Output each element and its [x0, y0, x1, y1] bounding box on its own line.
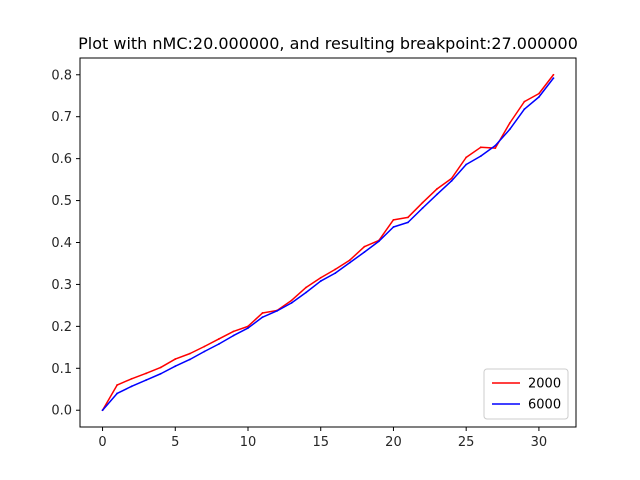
data-point — [203, 350, 206, 353]
data-point — [436, 187, 438, 190]
data-point — [552, 73, 555, 76]
data-point — [479, 155, 482, 158]
data-point — [145, 372, 148, 375]
data-point — [276, 309, 278, 312]
legend: 2000 6000 — [483, 368, 569, 420]
x-tick-label: 15 — [312, 435, 329, 450]
x-tick-label: 0 — [98, 435, 106, 450]
x-tick-label: 25 — [458, 435, 475, 450]
data-point — [116, 384, 118, 386]
data-point — [348, 261, 351, 264]
data-point — [494, 144, 497, 147]
data-point — [145, 379, 148, 381]
series-6000 — [101, 77, 555, 412]
y-tick-label: 0.1 — [51, 362, 72, 377]
data-point — [392, 226, 395, 228]
data-point — [174, 365, 177, 368]
data-point — [130, 377, 133, 380]
data-point — [319, 280, 322, 282]
y-tick-label: 0.5 — [51, 194, 72, 209]
x-tick-label: 20 — [385, 435, 402, 450]
y-tick-label: 0.8 — [51, 68, 72, 83]
data-point — [552, 77, 555, 80]
data-point — [247, 327, 249, 329]
data-point — [479, 146, 482, 149]
data-point — [334, 272, 337, 275]
series-layer — [101, 73, 555, 412]
data-point — [348, 259, 351, 262]
y-tick-label: 0.6 — [51, 152, 72, 167]
x-axis: 0 5 10 15 20 25 30 — [98, 427, 547, 450]
data-point — [218, 343, 220, 345]
data-point — [203, 345, 206, 348]
data-point — [363, 245, 366, 248]
data-point — [188, 358, 191, 361]
data-point — [538, 96, 540, 98]
data-point — [232, 330, 235, 333]
series-2000 — [101, 73, 555, 412]
y-tick-label: 0.0 — [51, 404, 72, 419]
data-point — [130, 385, 133, 388]
data-point — [218, 338, 220, 340]
data-point — [523, 108, 526, 111]
data-point — [188, 352, 191, 355]
legend-box — [483, 368, 569, 420]
data-point — [421, 201, 424, 204]
legend-label: 6000 — [528, 398, 561, 413]
data-point — [232, 334, 235, 337]
x-tick-label: 10 — [240, 435, 257, 450]
data-point — [101, 409, 104, 412]
data-point — [508, 122, 511, 124]
data-point — [290, 301, 293, 304]
data-point — [494, 147, 497, 150]
data-point — [392, 218, 395, 221]
data-point — [450, 177, 453, 180]
data-point — [407, 221, 409, 224]
y-axis: 0.0 0.1 0.2 0.3 0.4 0.5 0.6 0.7 0.8 — [51, 68, 80, 419]
data-point — [159, 366, 162, 369]
legend-label: 2000 — [528, 377, 561, 392]
data-point — [334, 268, 337, 271]
data-point — [261, 312, 264, 314]
data-point — [261, 316, 264, 319]
data-point — [421, 207, 424, 210]
data-point — [378, 240, 380, 243]
data-point — [436, 193, 438, 196]
data-point — [450, 179, 453, 182]
x-tick-label: 5 — [171, 435, 179, 450]
data-point — [508, 128, 511, 131]
data-point — [305, 286, 308, 289]
data-point — [174, 358, 177, 360]
data-point — [465, 163, 468, 166]
x-tick-label: 30 — [531, 435, 548, 450]
y-tick-label: 0.7 — [51, 110, 72, 125]
data-point — [290, 299, 293, 302]
y-tick-label: 0.3 — [51, 278, 72, 293]
data-point — [523, 100, 526, 103]
data-point — [538, 92, 540, 95]
y-tick-label: 0.4 — [51, 236, 72, 251]
y-tick-label: 0.2 — [51, 320, 72, 335]
data-point — [363, 251, 366, 254]
data-point — [159, 372, 162, 375]
data-point — [305, 291, 308, 294]
data-point — [116, 392, 118, 395]
data-point — [407, 216, 409, 219]
series-line — [101, 74, 555, 411]
chart-title: Plot with nMC:20.000000, and resulting b… — [78, 34, 578, 53]
data-point — [319, 276, 322, 279]
series-line — [101, 77, 555, 411]
data-point — [465, 156, 468, 159]
